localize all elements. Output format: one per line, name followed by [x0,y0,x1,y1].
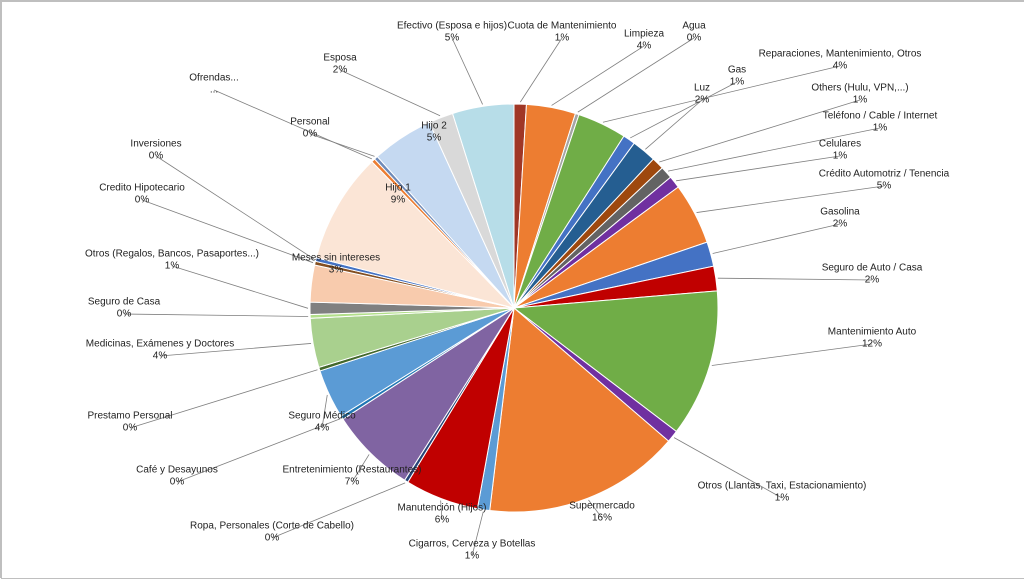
leader-line [340,70,440,116]
leader-line [130,370,317,428]
leader-line [142,200,313,263]
leader-line [352,454,369,482]
leader-line [472,512,483,556]
leader-line [674,438,782,498]
leader-line [520,38,562,102]
leader-line [272,483,405,538]
leader-line [713,224,840,254]
leader-line [177,419,340,482]
leader-line [718,278,872,280]
expense-pie-chart: Cuota de Mantenimiento 1%Limpieza 4%Agua… [2,2,1024,579]
leader-line [124,314,308,317]
leader-line [310,134,375,156]
leader-line [441,501,442,520]
leader-line [214,90,372,159]
leader-line [589,500,602,518]
leader-line [603,66,840,122]
leader-line [452,38,483,104]
leader-line [630,82,737,138]
leader-line [172,266,308,308]
leader-line [160,343,311,356]
leader-line [712,344,872,366]
leader-line [156,156,314,259]
pie-svg [2,2,1024,579]
leader-line [578,38,694,112]
leader-line [552,46,644,105]
leader-line [697,186,884,213]
leader-line [676,156,840,181]
leader-line [322,395,327,428]
leader-line [645,100,702,149]
